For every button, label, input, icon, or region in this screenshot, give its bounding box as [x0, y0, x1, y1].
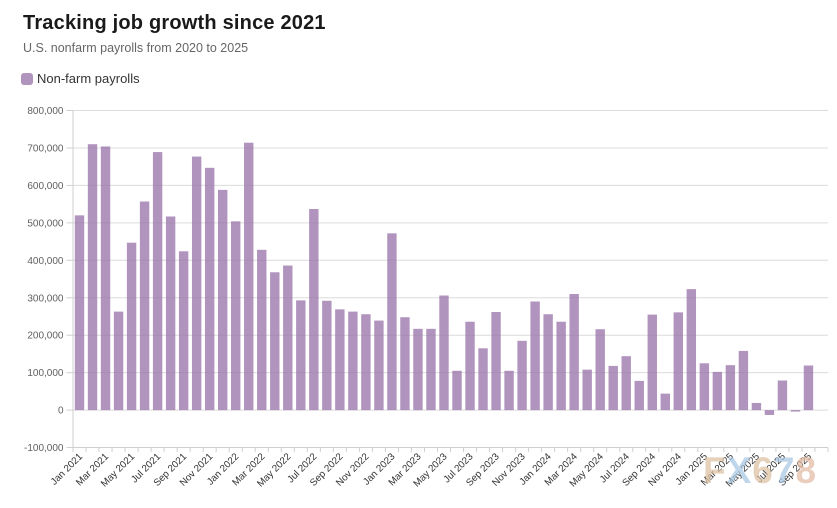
bar-nov-2023[interactable] — [517, 340, 527, 411]
bar-aug-2024[interactable] — [634, 380, 644, 411]
y-tick-label: 200,000 — [27, 331, 64, 342]
bar-feb-2021[interactable] — [87, 144, 98, 411]
bar-nov-2021[interactable] — [204, 167, 215, 411]
bar-mar-2025[interactable] — [725, 365, 736, 411]
y-tick-label: 100,000 — [27, 368, 64, 379]
bar-may-2023[interactable] — [439, 295, 449, 411]
bar-dec-2024[interactable] — [686, 289, 697, 411]
bar-nov-2022[interactable] — [361, 314, 371, 411]
y-tick-label: 400,000 — [27, 256, 64, 267]
bar-aug-2023[interactable] — [478, 348, 488, 411]
bar-oct-2024[interactable] — [660, 393, 670, 411]
page-title: Tracking job growth since 2021 — [23, 12, 326, 34]
y-tick-label: 600,000 — [27, 181, 64, 192]
bar-jul-2022[interactable] — [309, 208, 319, 411]
bar-sep-2021[interactable] — [178, 251, 189, 411]
y-axis-labels: -100,000 0 100,000 200,000 300,000 400,000 500… — [24, 106, 73, 454]
bar-jan-2022[interactable] — [231, 221, 241, 411]
bar-jan-2023[interactable] — [387, 233, 397, 411]
bar-mar-2022[interactable] — [257, 249, 267, 411]
bar-dec-2022[interactable] — [374, 320, 384, 411]
bar-jan-2024[interactable] — [543, 314, 553, 411]
y-tick-label: 300,000 — [27, 293, 64, 304]
bar-feb-2024[interactable] — [556, 321, 566, 411]
bar-aug-2022[interactable] — [322, 300, 332, 411]
x-axis-ticks — [72, 447, 829, 453]
bar-feb-2025[interactable] — [712, 371, 723, 411]
bar-apr-2022[interactable] — [270, 272, 280, 411]
y-tick-label: 500,000 — [27, 218, 64, 229]
bar-apr-2021[interactable] — [113, 311, 124, 411]
bar-jun-2025[interactable] — [764, 410, 775, 415]
bar-jun-2024[interactable] — [608, 365, 618, 411]
bar-jul-2024[interactable] — [621, 356, 631, 411]
bar-feb-2023[interactable] — [400, 317, 410, 411]
y-tick-label: 700,000 — [27, 143, 64, 154]
bar-mar-2021[interactable] — [100, 146, 111, 411]
bar-feb-2022[interactable] — [244, 142, 254, 411]
bar-sep-2022[interactable] — [335, 309, 345, 411]
bar-jan-2025[interactable] — [699, 363, 710, 411]
bar-oct-2021[interactable] — [191, 156, 202, 411]
bar-dec-2021[interactable] — [218, 189, 228, 411]
bar-oct-2023[interactable] — [504, 370, 514, 411]
bar-jun-2022[interactable] — [296, 300, 306, 411]
bar-jul-2021[interactable] — [152, 152, 163, 411]
bar-nov-2024[interactable] — [673, 312, 683, 411]
bar-may-2022[interactable] — [283, 265, 293, 411]
bar-mar-2024[interactable] — [569, 294, 579, 411]
bar-jun-2021[interactable] — [139, 201, 150, 411]
legend-item-label: Non-farm payrolls — [37, 71, 140, 86]
y-tick-label: -100,000 — [24, 443, 64, 454]
y-tick-label: 800,000 — [27, 106, 64, 117]
bar-may-2024[interactable] — [595, 329, 605, 411]
bar-apr-2024[interactable] — [582, 369, 592, 411]
bar-oct-2022[interactable] — [348, 311, 358, 411]
bar-aug-2021[interactable] — [165, 216, 176, 411]
y-tick-label: 0 — [58, 406, 64, 417]
bar-mar-2023[interactable] — [413, 328, 423, 411]
bar-apr-2025[interactable] — [738, 350, 749, 411]
bar-sep-2023[interactable] — [491, 311, 501, 411]
bar-jun-2023[interactable] — [452, 370, 462, 411]
legend-swatch-icon — [21, 72, 33, 85]
bar-sep-2025[interactable] — [803, 365, 814, 411]
legend-item-nonfarm-payrolls[interactable]: Non-farm payrolls — [21, 71, 140, 86]
page-subtitle: U.S. nonfarm payrolls from 2020 to 2025 — [23, 41, 249, 55]
bars-group — [74, 142, 814, 415]
bar-jul-2023[interactable] — [465, 321, 475, 411]
y-gridlines-overlay — [73, 110, 828, 449]
bar-dec-2023[interactable] — [530, 301, 540, 411]
bar-jul-2025[interactable] — [777, 380, 788, 411]
bar-apr-2023[interactable] — [426, 328, 436, 411]
chart-header: Tracking job growth since 2021 U.S. nonf… — [23, 10, 326, 56]
bar-jan-2021[interactable] — [74, 215, 85, 411]
bar-aug-2025[interactable] — [790, 410, 801, 412]
bar-may-2025[interactable] — [751, 402, 762, 411]
bar-may-2021[interactable] — [126, 242, 137, 411]
bar-sep-2024[interactable] — [647, 314, 657, 411]
